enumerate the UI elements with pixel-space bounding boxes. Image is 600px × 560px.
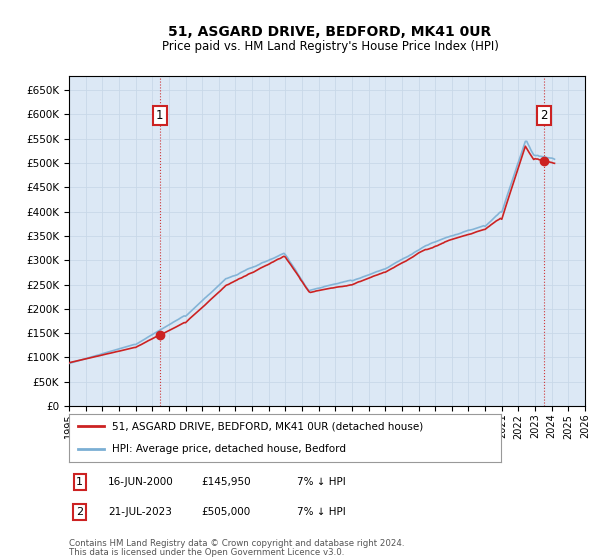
Text: HPI: Average price, detached house, Bedford: HPI: Average price, detached house, Bedf… [112,444,346,454]
Text: 16-JUN-2000: 16-JUN-2000 [108,477,174,487]
Text: 7% ↓ HPI: 7% ↓ HPI [297,477,346,487]
Text: 7% ↓ HPI: 7% ↓ HPI [297,507,346,517]
Text: 2: 2 [76,507,83,517]
Text: Contains HM Land Registry data © Crown copyright and database right 2024.: Contains HM Land Registry data © Crown c… [69,539,404,548]
Text: £505,000: £505,000 [201,507,250,517]
Text: Price paid vs. HM Land Registry's House Price Index (HPI): Price paid vs. HM Land Registry's House … [161,40,499,53]
Text: 1: 1 [76,477,83,487]
Text: 21-JUL-2023: 21-JUL-2023 [108,507,172,517]
Text: 51, ASGARD DRIVE, BEDFORD, MK41 0UR (detached house): 51, ASGARD DRIVE, BEDFORD, MK41 0UR (det… [112,421,424,431]
Text: £145,950: £145,950 [201,477,251,487]
Text: 51, ASGARD DRIVE, BEDFORD, MK41 0UR: 51, ASGARD DRIVE, BEDFORD, MK41 0UR [169,25,491,39]
Text: This data is licensed under the Open Government Licence v3.0.: This data is licensed under the Open Gov… [69,548,344,557]
Text: 2: 2 [541,109,548,122]
Text: 1: 1 [156,109,164,122]
